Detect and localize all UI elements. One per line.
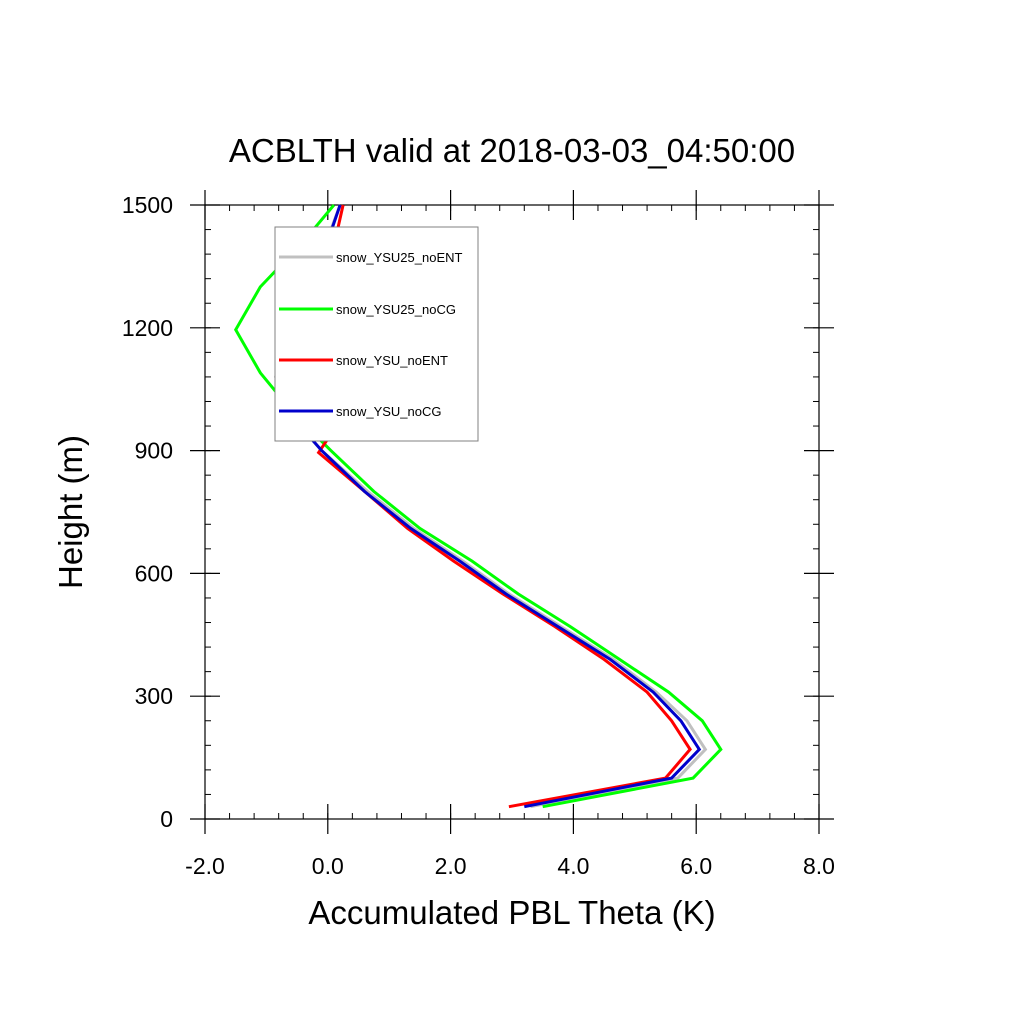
series-line-snow_YSU25_noCG [233,204,723,809]
y-axis-label: Height (m) [52,435,89,589]
legend-label-snow_YSU25_noCG: snow_YSU25_noCG [336,302,456,317]
legend-label-snow_YSU_noENT: snow_YSU_noENT [336,353,448,368]
x-tick-label: 0.0 [312,853,344,879]
y-tick-label: 0 [160,806,173,832]
x-tick-label: 2.0 [435,853,467,879]
major-ticks [190,190,834,834]
legend-label-snow_YSU25_noENT: snow_YSU25_noENT [336,250,463,265]
plot-frame [204,204,820,820]
x-axis-label: Accumulated PBL Theta (K) [308,894,715,931]
x-tick-label: -2.0 [185,853,225,879]
y-tick-labels: 0 300 600 900 1200 1500 [122,192,173,832]
y-tick-label: 600 [135,560,173,586]
y-tick-label: 1500 [122,192,173,218]
y-tick-label: 300 [135,683,173,709]
x-tick-label: 6.0 [680,853,712,879]
x-tick-label: 4.0 [557,853,589,879]
y-tick-label: 1200 [122,315,173,341]
x-tick-label: 8.0 [803,853,835,879]
legend-box [274,226,479,442]
chart-title: ACBLTH valid at 2018-03-03_04:50:00 [229,132,795,169]
y-tick-label: 900 [135,438,173,464]
legend-label-snow_YSU_noCG: snow_YSU_noCG [336,404,442,419]
x-tick-labels: -2.0 0.0 2.0 4.0 6.0 8.0 [185,853,835,879]
legend: snow_YSU25_noENT snow_YSU25_noCG snow_YSU_… [274,226,479,442]
